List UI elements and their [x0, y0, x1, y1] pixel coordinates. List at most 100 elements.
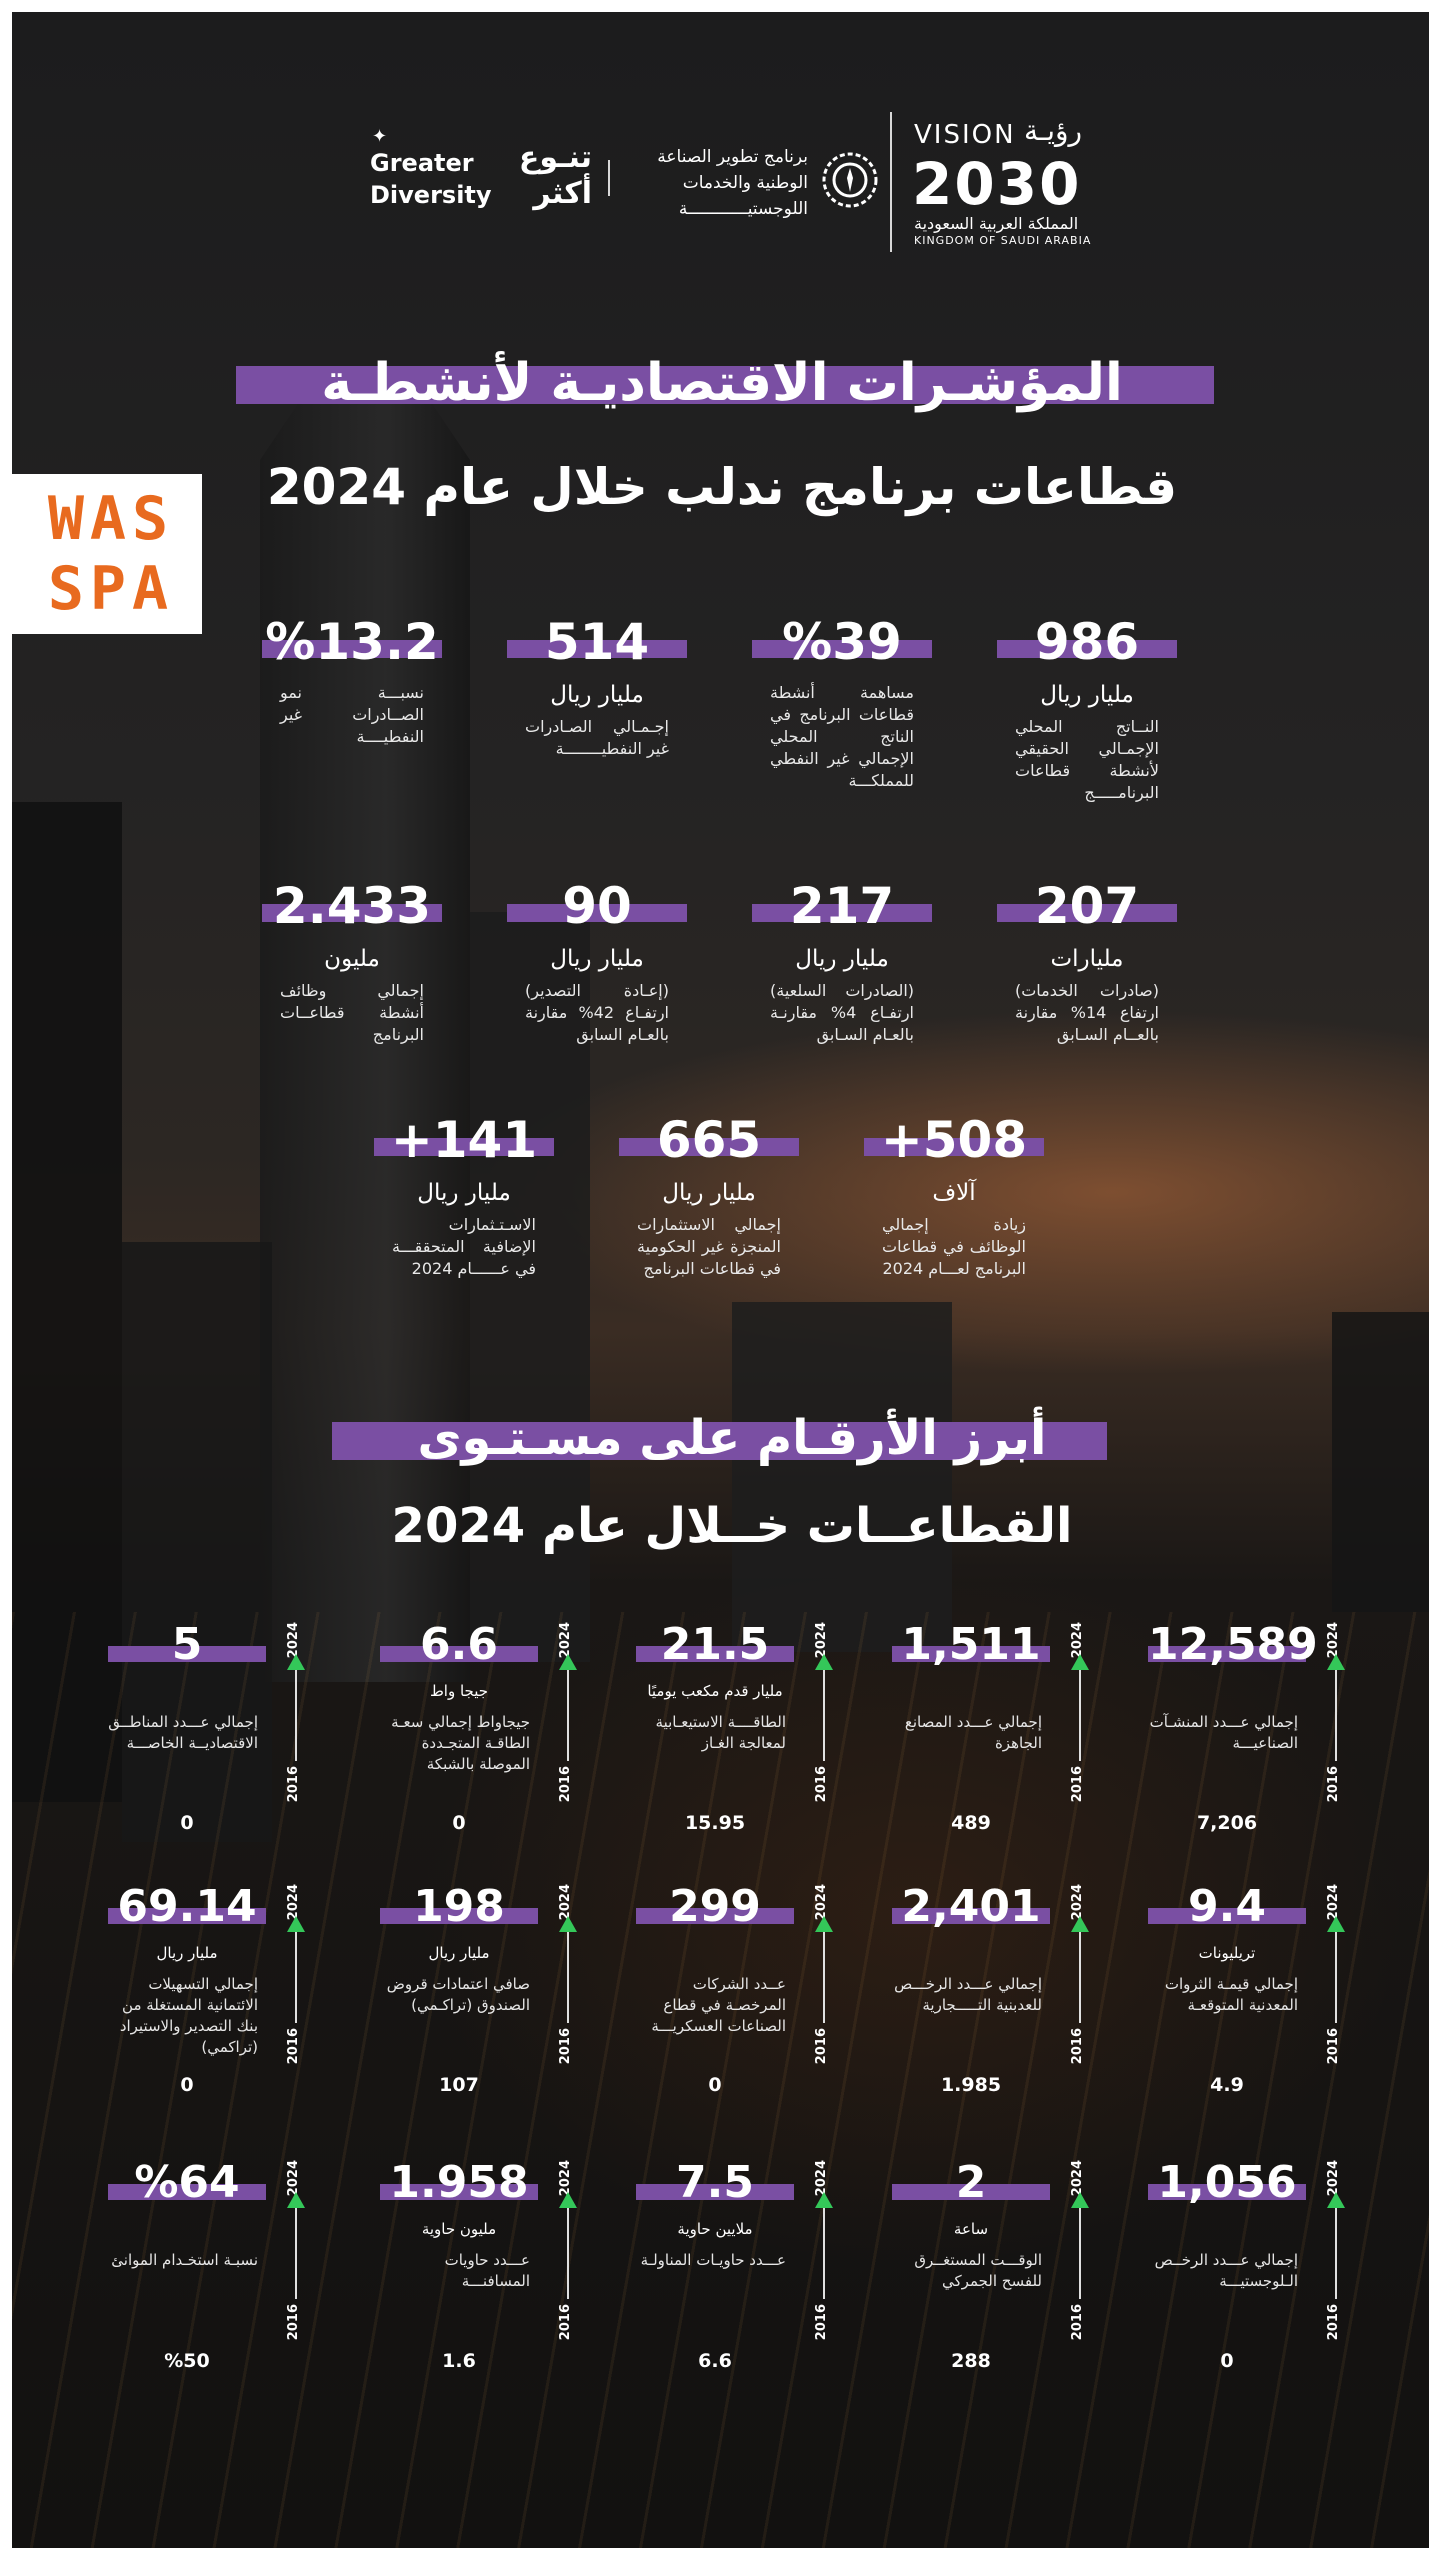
up-arrow-icon [287, 1654, 305, 1670]
sparkle-icon: ✦ [372, 126, 388, 147]
stat-description: الوقـــت المستغــرق للفسح الجمركي [914, 2251, 1042, 2290]
kpi-description: (إعـادة التصدير) ارتفـاع 42% مقارنة بالع… [525, 981, 669, 1044]
kpi-card: %13.2 نسبـــة نمو الصــادرات غير النفطيــ… [262, 612, 442, 748]
kpi-highlight-bar [752, 904, 932, 922]
nidlp-emblem-icon [822, 152, 878, 208]
sector-stat: 9.4 تريليونات إجمالي قيمـة الثروات المعدني… [1148, 1878, 1353, 2138]
city-lights-background [12, 1612, 1429, 2548]
skyscraper-silhouette [260, 382, 470, 1682]
sector-stat: 299 عــدد الشركات المرخصـة في قطاع الصناع… [636, 1878, 841, 2138]
stat-value-2024: 7.5 [676, 2157, 754, 2208]
section2-title-line2: القطاعــات خــلال عام 2024 [391, 1498, 1073, 1554]
stat-highlight-bar [380, 1908, 538, 1924]
vision-year: 2030 [912, 150, 1082, 218]
kpi-card: %39 مساهمة أنشطة قطاعات البرنامج في النات… [752, 612, 932, 792]
kpi-unit: مليار ريال [1040, 682, 1134, 708]
kpi-unit: مليار ريال [795, 946, 889, 972]
stat-value-2024: 2 [955, 2157, 987, 2208]
kpi-highlight-bar [864, 1138, 1044, 1156]
year-label-2024: 2024 [558, 2160, 573, 2197]
sector-stat: 6.6 جيجا واط جيجاواط إجمالي سعـة الطاقـة ا… [380, 1616, 585, 1876]
up-arrow-icon [559, 1654, 577, 1670]
kpi-value: %39 [782, 613, 902, 671]
kpi-unit: مليار ريال [417, 1180, 511, 1206]
building-silhouette [1332, 1312, 1429, 1612]
year-label-2016: 2016 [814, 2304, 829, 2341]
timeline-line [567, 1928, 569, 2023]
stat-highlight-bar [108, 1908, 266, 1924]
stat-value-2024: 9.4 [1188, 1881, 1266, 1932]
kpi-description: الاسـتـثمارات الإضافية المتحققـــة في عـ… [392, 1215, 536, 1278]
vision-ar: رؤيـة [1024, 114, 1083, 147]
stat-description: نسبـة استخـدام الموانئ [111, 2251, 258, 2269]
kpi-unit: مليارات [1050, 946, 1124, 972]
kpi-card: +508 آلاف زيادة إجمالي الوظائف في قطاعات ا… [864, 1110, 1044, 1280]
ksa-en: KINGDOM OF SAUDI ARABIA [914, 234, 1092, 247]
year-label-2016: 2016 [286, 2028, 301, 2065]
stat-description: جيجاواط إجمالي سعـة الطاقـة المتجـددة ال… [391, 1713, 530, 1773]
kpi-highlight-bar [507, 904, 687, 922]
stat-value-2016: 288 [951, 2350, 991, 2372]
kpi-value: 217 [789, 877, 895, 935]
stat-value-2016: 107 [439, 2074, 479, 2096]
infographic-canvas: VISION رؤيـة 2030 المملكة العربية السعود… [12, 12, 1429, 2548]
kpi-unit: آلاف [932, 1180, 976, 1206]
stat-value-2024: 69.14 [117, 1881, 257, 1932]
kpi-description: مساهمة أنشطة قطاعات البرنامج في الناتج ا… [770, 683, 914, 790]
up-arrow-icon [1071, 2192, 1089, 2208]
kpi-description: (صادرات الخدمات) ارتفاع 14% مقارنة بالعـ… [1015, 981, 1159, 1044]
year-label-2016: 2016 [1326, 2028, 1341, 2065]
building-silhouette [122, 1242, 272, 1842]
vision-en: VISION [914, 120, 1016, 150]
kpi-unit: مليار ريال [550, 946, 644, 972]
year-label-2016: 2016 [1070, 2304, 1085, 2341]
stat-highlight-bar [1148, 1646, 1306, 1662]
timeline-line [823, 1666, 825, 1761]
kpi-highlight-bar [262, 904, 442, 922]
stat-highlight-bar [108, 1646, 266, 1662]
year-label-2024: 2024 [286, 1622, 301, 1659]
sector-stat: 7.5 ملايين حاوية عـــدد حاويـات المناولـة 6… [636, 2154, 841, 2414]
year-label-2024: 2024 [1070, 1884, 1085, 1921]
up-arrow-icon [1327, 1654, 1345, 1670]
kpi-description: إجمالي الاستثمارات المنجزة غير الحكومية … [637, 1215, 781, 1278]
stat-unit: مليون حاوية [421, 2220, 497, 2238]
kpi-highlight-bar [262, 640, 442, 658]
stat-description: إجمالي قيمـة الثروات المعدنية المتوقعـة [1164, 1975, 1298, 2014]
kpi-value: 90 [562, 877, 632, 935]
sector-stat: %64 نسبـة استخـدام الموانئ %50 2024 2016 [108, 2154, 313, 2414]
year-label-2024: 2024 [1326, 1622, 1341, 1659]
timeline-line [1335, 2204, 1337, 2299]
timeline-line [1079, 1928, 1081, 2023]
kpi-card: +141 مليار ريال الاسـتـثمارات الإضافية الم… [374, 1110, 554, 1280]
up-arrow-icon [815, 1654, 833, 1670]
year-label-2016: 2016 [286, 2304, 301, 2341]
kpi-value: +141 [390, 1111, 538, 1169]
year-label-2024: 2024 [814, 2160, 829, 2197]
spa-logo-text: WAS SPA [47, 484, 175, 624]
header-divider [890, 112, 892, 252]
stat-unit: مليار ريال [156, 1944, 218, 1962]
stat-value-2024: 198 [413, 1881, 505, 1932]
sector-stat: 5 إجمالي عـــدد المناطــق الاقتصاديــة ال… [108, 1616, 313, 1876]
greater-diversity-ar: تنـوع أكثر [518, 140, 592, 211]
sector-stat: 2,401 إجمالي عـــدد الرخـــص للعدبنية الت… [892, 1878, 1097, 2138]
up-arrow-icon [1071, 1916, 1089, 1932]
kpi-highlight-bar [619, 1138, 799, 1156]
up-arrow-icon [559, 1916, 577, 1932]
year-label-2016: 2016 [1326, 2304, 1341, 2341]
stat-highlight-bar [380, 1646, 538, 1662]
up-arrow-icon [1327, 2192, 1345, 2208]
stat-value-2016: %50 [164, 2350, 210, 2372]
stat-description: صافي اعتمادات قروض الصندوق (تراكـمي) [386, 1975, 530, 2014]
kpi-description: زيادة إجمالي الوظائف في قطاعات البرنامج … [882, 1215, 1026, 1278]
stat-unit: مليار قدم مكعب يوميًا [647, 1682, 783, 1700]
kpi-value: 665 [656, 1111, 762, 1169]
year-label-2016: 2016 [1070, 2028, 1085, 2065]
spa-logo: WAS SPA [12, 474, 202, 634]
stat-highlight-bar [892, 1646, 1050, 1662]
stat-description: إجمالي عـــدد المناطــق الاقتصاديــة الخ… [108, 1713, 258, 1752]
kpi-value: +508 [880, 1111, 1028, 1169]
stat-value-2016: 15.95 [684, 1812, 746, 1834]
stat-highlight-bar [380, 2184, 538, 2200]
